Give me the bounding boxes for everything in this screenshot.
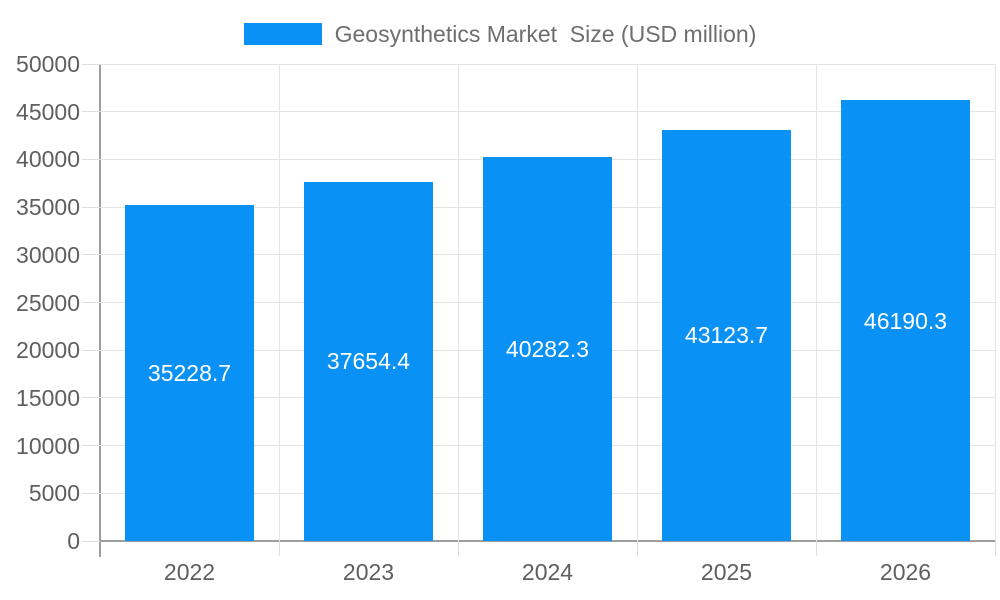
bar-value-label: 35228.7 bbox=[147, 359, 232, 386]
y-tick-label: 0 bbox=[67, 528, 80, 554]
y-axis-tick bbox=[82, 254, 100, 256]
gridline-v bbox=[994, 64, 996, 541]
plot-area: 35228.7 37654.4 40282.3 43123.7 46190.3 bbox=[82, 63, 996, 557]
gridline-v bbox=[457, 64, 459, 541]
y-axis-tick bbox=[82, 349, 100, 351]
x-axis-tick bbox=[278, 541, 280, 556]
bar-2026[interactable] bbox=[841, 100, 970, 541]
y-axis-tick bbox=[82, 302, 100, 303]
y-tick-label: 5000 bbox=[28, 480, 80, 507]
y-axis-tick bbox=[82, 397, 100, 399]
y-tick-label: 35000 bbox=[16, 194, 80, 221]
bar-value-label: 43123.7 bbox=[684, 322, 769, 349]
y-tick-label: 25000 bbox=[16, 289, 80, 316]
legend[interactable]: Geosynthetics Market Size (USD million) bbox=[0, 21, 1000, 47]
y-tick-label: 15000 bbox=[16, 384, 80, 411]
x-axis-tick bbox=[457, 541, 459, 556]
x-tick-label-2025: 2025 bbox=[700, 559, 753, 585]
bar-2023[interactable] bbox=[304, 181, 433, 541]
y-axis-tick bbox=[82, 63, 100, 65]
bar-2022[interactable] bbox=[125, 204, 254, 541]
y-axis-tick bbox=[82, 206, 100, 208]
y-tick-label: 30000 bbox=[16, 241, 80, 268]
bar-2024[interactable] bbox=[483, 156, 612, 541]
bar-value-label: 40282.3 bbox=[505, 335, 590, 362]
y-tick-label: 50000 bbox=[16, 51, 80, 77]
x-axis-line bbox=[100, 540, 995, 542]
gridline-v bbox=[278, 64, 280, 541]
bar-value-label: 46190.3 bbox=[863, 307, 948, 334]
x-axis-tick bbox=[815, 541, 817, 556]
gridline-v bbox=[815, 64, 817, 541]
bar-2025[interactable] bbox=[662, 129, 791, 541]
legend-swatch bbox=[243, 23, 322, 45]
y-axis-tick bbox=[82, 111, 100, 113]
y-tick-label: 45000 bbox=[16, 98, 80, 125]
gridline-h bbox=[100, 111, 995, 113]
y-tick-label: 40000 bbox=[16, 146, 80, 173]
y-axis-tick bbox=[82, 492, 100, 494]
y-axis-tick bbox=[82, 445, 100, 447]
x-tick-label-2022: 2022 bbox=[163, 559, 216, 585]
y-tick-label: 10000 bbox=[16, 432, 80, 459]
x-tick-label-2026: 2026 bbox=[879, 559, 932, 585]
y-axis-line bbox=[99, 64, 101, 557]
x-tick-label-2023: 2023 bbox=[342, 559, 395, 585]
y-axis-tick bbox=[82, 158, 100, 160]
legend-label: Geosynthetics Market Size (USD million) bbox=[334, 21, 757, 47]
bar-value-label: 37654.4 bbox=[326, 348, 411, 375]
gridline-h bbox=[100, 63, 995, 65]
x-axis-tick bbox=[994, 541, 996, 556]
x-tick-label-2024: 2024 bbox=[521, 559, 574, 585]
y-tick-label: 20000 bbox=[16, 337, 80, 364]
x-axis-tick bbox=[636, 541, 638, 556]
y-axis-tick bbox=[82, 540, 100, 542]
gridline-v bbox=[636, 64, 638, 541]
